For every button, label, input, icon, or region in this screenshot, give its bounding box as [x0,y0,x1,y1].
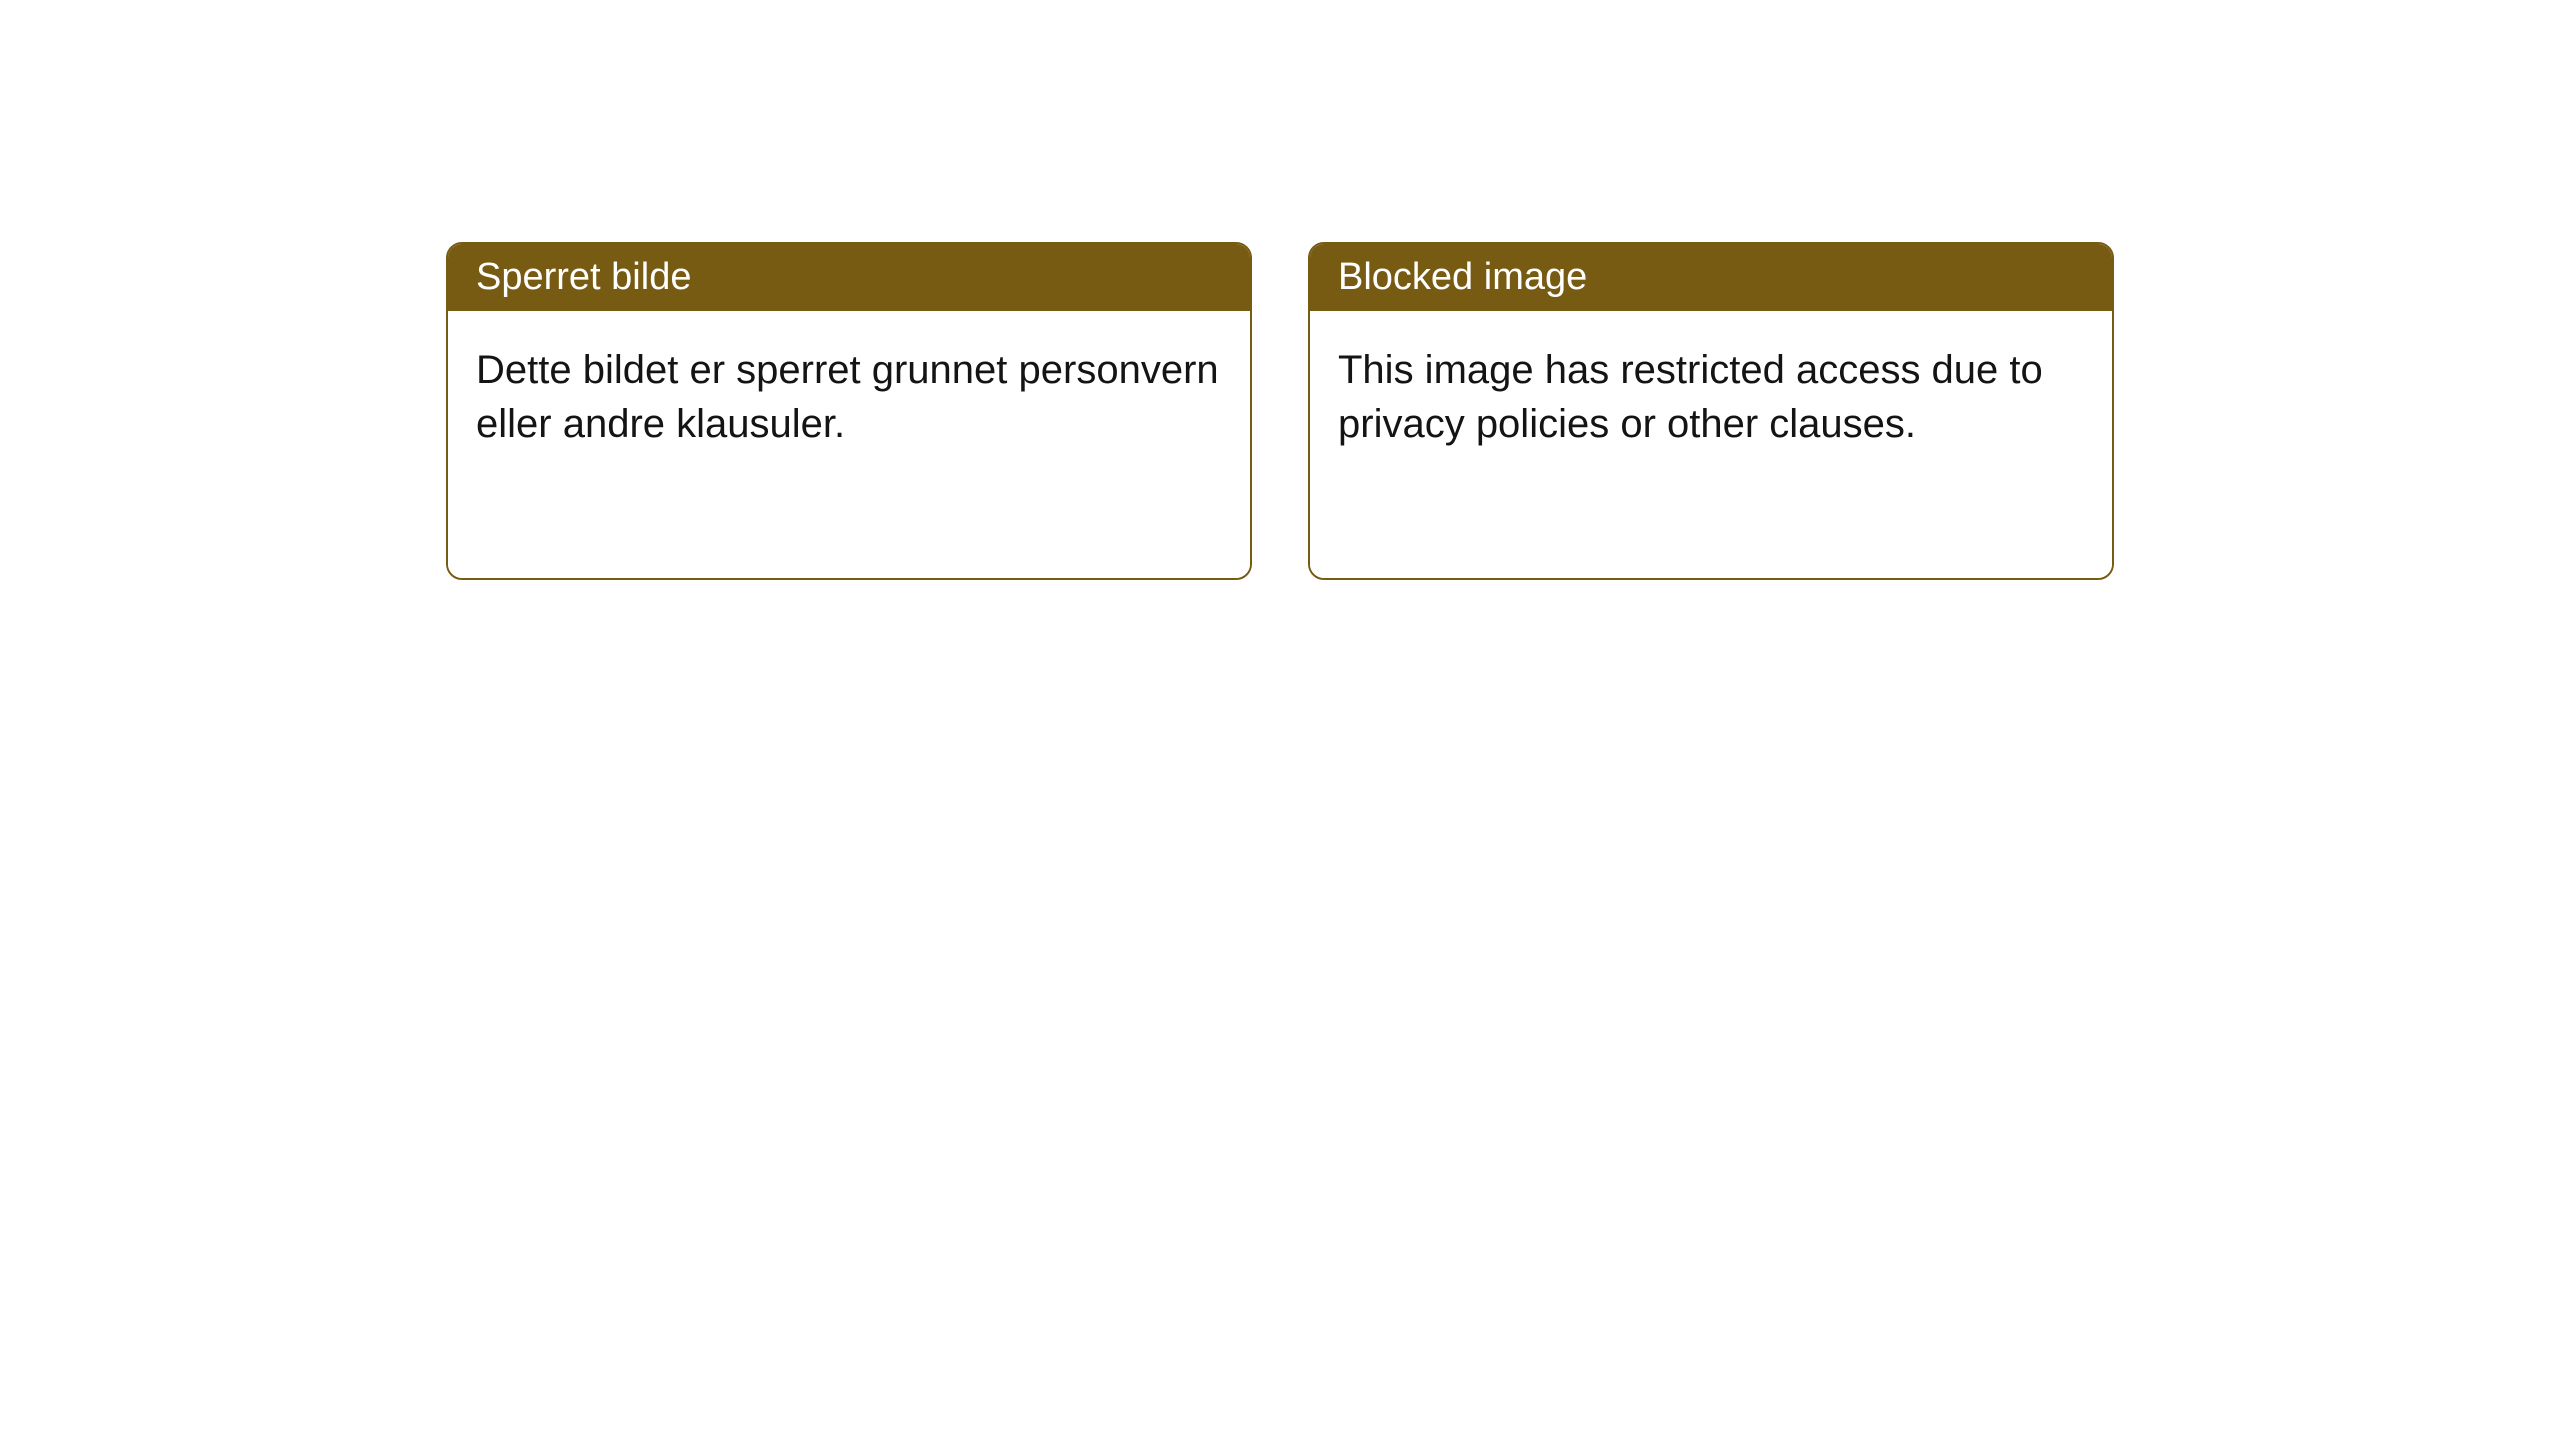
card-header: Sperret bilde [448,244,1250,311]
card-title: Sperret bilde [476,256,691,298]
card-body: This image has restricted access due to … [1310,311,2112,578]
notice-card-english: Blocked image This image has restricted … [1308,242,2114,580]
notice-cards-container: Sperret bilde Dette bildet er sperret gr… [446,242,2114,580]
card-title: Blocked image [1338,256,1587,298]
card-body-text: Dette bildet er sperret grunnet personve… [476,348,1219,446]
card-body: Dette bildet er sperret grunnet personve… [448,311,1250,578]
notice-card-norwegian: Sperret bilde Dette bildet er sperret gr… [446,242,1252,580]
card-header: Blocked image [1310,244,2112,311]
card-body-text: This image has restricted access due to … [1338,348,2043,446]
